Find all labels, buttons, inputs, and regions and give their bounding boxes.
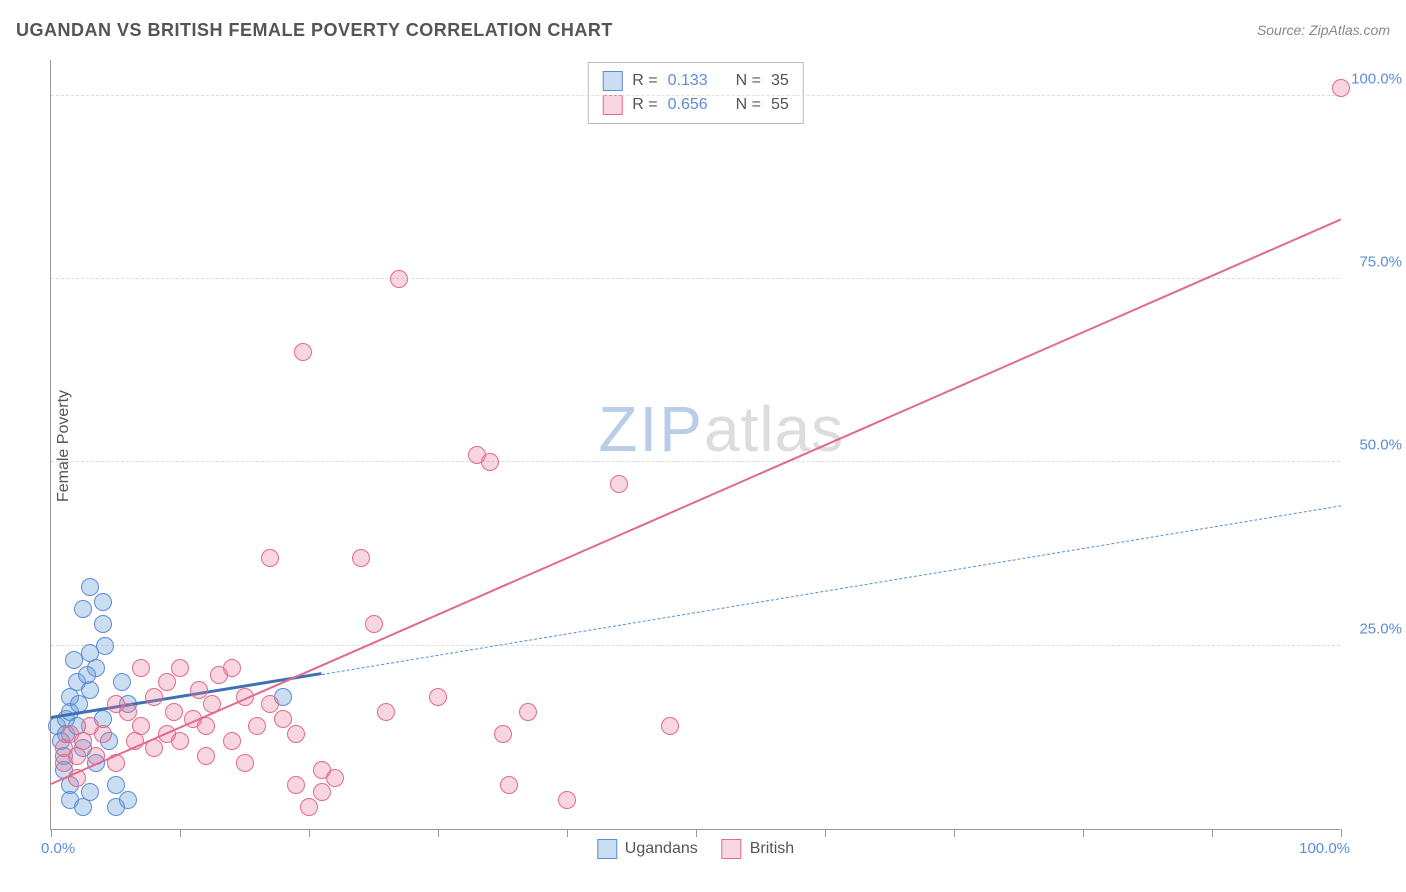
y-tick-label: 100.0%: [1351, 70, 1402, 87]
x-tick-mark: [1083, 829, 1084, 837]
watermark-zip: ZIP: [598, 393, 704, 465]
legend-row-ugandans: R = 0.133 N = 35: [602, 69, 788, 93]
data-point: [261, 695, 279, 713]
data-point: [223, 732, 241, 750]
n-label: N =: [736, 93, 761, 117]
x-tick-mark: [567, 829, 568, 837]
watermark-atlas: atlas: [704, 393, 844, 465]
r-value-british: 0.656: [668, 93, 718, 117]
y-tick-label: 75.0%: [1359, 254, 1402, 271]
n-value-ugandans: 35: [771, 69, 789, 93]
data-point: [94, 593, 112, 611]
data-point: [494, 725, 512, 743]
gridline: [51, 461, 1340, 462]
y-tick-label: 50.0%: [1359, 437, 1402, 454]
data-point: [261, 549, 279, 567]
data-point: [661, 717, 679, 735]
swatch-ugandans-icon: [602, 71, 622, 91]
data-point: [313, 783, 331, 801]
x-tick-mark: [696, 829, 697, 837]
data-point: [158, 673, 176, 691]
y-tick-label: 25.0%: [1359, 620, 1402, 637]
data-point: [171, 732, 189, 750]
data-point: [81, 578, 99, 596]
data-point: [294, 343, 312, 361]
data-point: [119, 703, 137, 721]
data-point: [481, 453, 499, 471]
gridline: [51, 95, 1340, 96]
data-point: [132, 659, 150, 677]
data-point: [107, 776, 125, 794]
legend-row-british: R = 0.656 N = 55: [602, 93, 788, 117]
data-point: [165, 703, 183, 721]
data-point: [74, 600, 92, 618]
n-label: N =: [736, 69, 761, 93]
data-point: [287, 776, 305, 794]
x-tick-mark: [309, 829, 310, 837]
data-point: [274, 710, 292, 728]
data-point: [610, 475, 628, 493]
data-point: [78, 666, 96, 684]
legend-label-british: British: [750, 840, 794, 858]
data-point: [365, 615, 383, 633]
data-point: [65, 651, 83, 669]
swatch-british-icon: [602, 95, 622, 115]
chart-title: UGANDAN VS BRITISH FEMALE POVERTY CORREL…: [16, 20, 613, 41]
x-tick-mark: [438, 829, 439, 837]
data-point: [429, 688, 447, 706]
data-point: [96, 637, 114, 655]
data-point: [519, 703, 537, 721]
data-point: [326, 769, 344, 787]
source-attribution: Source: ZipAtlas.com: [1257, 22, 1390, 38]
x-tick-mark: [180, 829, 181, 837]
data-point: [287, 725, 305, 743]
watermark: ZIPatlas: [598, 392, 844, 466]
x-tick-0: 0.0%: [41, 840, 75, 857]
legend-item-british: British: [722, 839, 794, 859]
data-point: [190, 681, 208, 699]
trend-line: [51, 218, 1342, 784]
data-point: [352, 549, 370, 567]
data-point: [113, 673, 131, 691]
gridline: [51, 278, 1340, 279]
data-point: [171, 659, 189, 677]
data-point: [248, 717, 266, 735]
data-point: [390, 270, 408, 288]
legend-item-ugandans: Ugandans: [597, 839, 698, 859]
data-point: [81, 783, 99, 801]
data-point: [236, 754, 254, 772]
data-point: [197, 747, 215, 765]
trend-line: [322, 505, 1341, 675]
x-tick-mark: [1341, 829, 1342, 837]
x-tick-mark: [825, 829, 826, 837]
data-point: [377, 703, 395, 721]
legend-label-ugandans: Ugandans: [625, 840, 698, 858]
r-value-ugandans: 0.133: [668, 69, 718, 93]
data-point: [94, 725, 112, 743]
x-tick-100: 100.0%: [1299, 840, 1350, 857]
data-point: [1332, 79, 1350, 97]
data-point: [94, 615, 112, 633]
swatch-british-icon: [722, 839, 742, 859]
data-point: [132, 717, 150, 735]
data-point: [500, 776, 518, 794]
data-point: [119, 791, 137, 809]
scatter-plot-area: ZIPatlas R = 0.133 N = 35 R = 0.656 N = …: [50, 60, 1340, 830]
swatch-ugandans-icon: [597, 839, 617, 859]
gridline: [51, 645, 1340, 646]
data-point: [300, 798, 318, 816]
correlation-legend: R = 0.133 N = 35 R = 0.656 N = 55: [587, 62, 803, 124]
data-point: [558, 791, 576, 809]
data-point: [145, 688, 163, 706]
data-point: [223, 659, 241, 677]
x-tick-mark: [51, 829, 52, 837]
x-tick-mark: [1212, 829, 1213, 837]
r-label: R =: [632, 93, 657, 117]
x-tick-mark: [954, 829, 955, 837]
series-legend: Ugandans British: [597, 839, 794, 859]
r-label: R =: [632, 69, 657, 93]
n-value-british: 55: [771, 93, 789, 117]
